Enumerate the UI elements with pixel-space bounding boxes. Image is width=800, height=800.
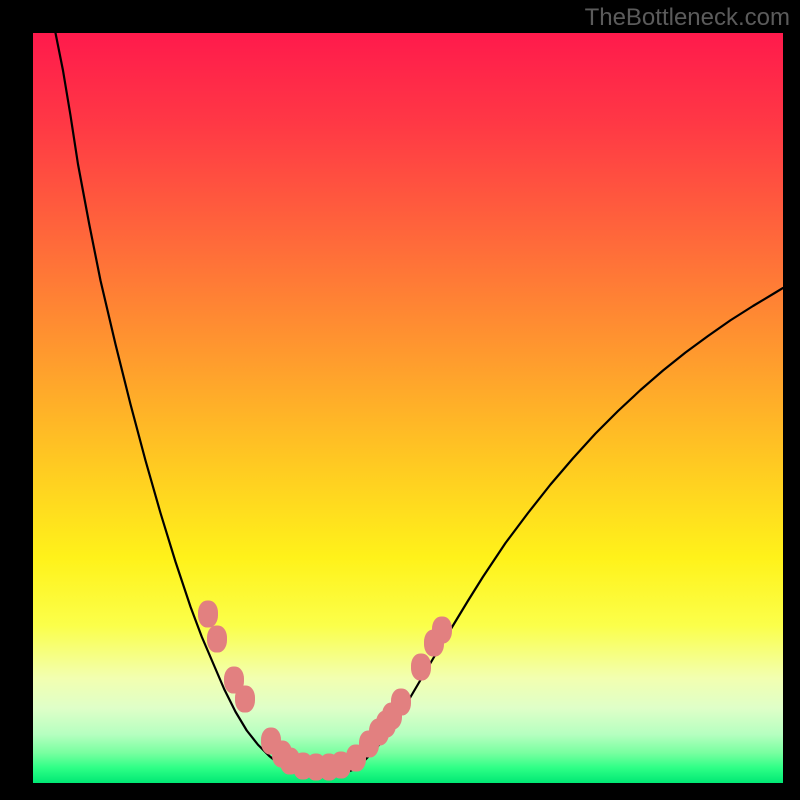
data-marker [198,601,218,628]
curve-layer [33,33,783,783]
data-marker [411,653,431,680]
data-marker [391,689,411,716]
data-marker [207,626,227,653]
data-marker [432,617,452,644]
data-marker [235,686,255,713]
plot-area [33,33,783,783]
figure-root: TheBottleneck.com [0,0,800,800]
watermark-text: TheBottleneck.com [585,4,790,32]
curve-left-arm [56,33,300,775]
